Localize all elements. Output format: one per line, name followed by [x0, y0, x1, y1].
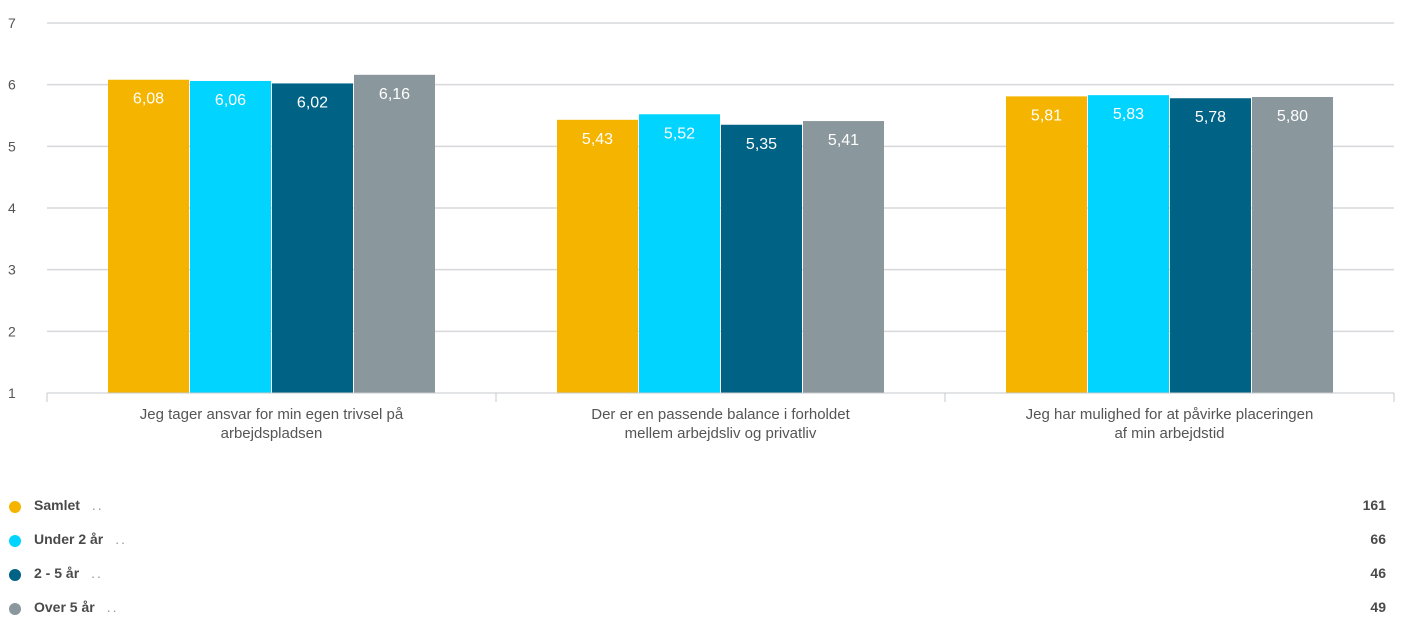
bar — [557, 119, 638, 394]
legend-label: Over 5 år.. — [34, 599, 119, 615]
legend-item-over-5-aar[interactable]: Over 5 år.. 49 — [0, 592, 1404, 626]
x-category-label: Jeg har mulighed for at påvirke placerin… — [1026, 406, 1314, 423]
bar-value-label: 5,81 — [1031, 107, 1062, 124]
bar — [108, 79, 189, 393]
legend-dot-icon — [9, 603, 21, 615]
legend-count: 66 — [1370, 531, 1386, 547]
y-tick-label: 5 — [8, 138, 16, 154]
legend-label: 2 - 5 år.. — [34, 565, 103, 581]
y-axis: 1 2 3 4 5 6 7 — [8, 15, 16, 401]
bar-value-label: 5,83 — [1113, 106, 1144, 123]
x-category-label: arbejdspladsen — [221, 425, 323, 442]
legend: Samlet.. 161 Under 2 år.. 66 2 - 5 år.. … — [0, 490, 1404, 626]
bar-value-label: 5,78 — [1195, 109, 1226, 126]
bar-value-label: 5,35 — [746, 136, 777, 153]
y-tick-label: 2 — [8, 323, 16, 339]
y-tick-label: 3 — [8, 262, 16, 278]
bar — [354, 74, 435, 394]
bar — [1006, 96, 1087, 393]
legend-label: Samlet.. — [34, 497, 104, 513]
bar — [1170, 98, 1251, 393]
legend-dot-icon — [9, 569, 21, 581]
bar-value-label: 5,41 — [828, 132, 859, 149]
bar — [721, 124, 802, 393]
y-tick-label: 7 — [8, 15, 16, 31]
bar — [272, 83, 353, 393]
bar — [803, 121, 884, 394]
legend-item-samlet[interactable]: Samlet.. 161 — [0, 490, 1404, 524]
legend-item-2-5-aar[interactable]: 2 - 5 år.. 46 — [0, 558, 1404, 592]
y-tick-label: 4 — [8, 200, 16, 216]
bar-value-label: 6,08 — [133, 91, 164, 108]
bar-value-label: 5,80 — [1277, 108, 1308, 125]
x-category-label: Der er en passende balance i forholdet — [591, 406, 850, 423]
bar-value-label: 5,52 — [664, 125, 695, 142]
x-category-label: af min arbejdstid — [1114, 425, 1224, 442]
grid-lines — [47, 22, 1394, 333]
legend-item-under-2-aar[interactable]: Under 2 år.. 66 — [0, 524, 1404, 558]
y-tick-label: 1 — [8, 385, 16, 401]
bar-value-label: 6,02 — [297, 94, 328, 111]
bar-chart: 1 2 3 4 5 6 7 6,08 6,06 6,02 6,16 5,43 5,52 5,35 5,41… — [8, 15, 1395, 442]
legend-dot-icon — [9, 501, 21, 513]
x-category-label: Jeg tager ansvar for min egen trivsel på — [140, 406, 404, 423]
bar-value-label: 6,16 — [379, 86, 410, 103]
bar-value-label: 5,43 — [582, 131, 613, 148]
legend-count: 46 — [1370, 565, 1386, 581]
y-tick-label: 6 — [8, 77, 16, 93]
legend-count: 161 — [1362, 497, 1386, 513]
bar-value-label: 6,06 — [215, 92, 246, 109]
legend-count: 49 — [1370, 599, 1386, 615]
bars: 6,08 6,06 6,02 6,16 5,43 5,52 5,35 5,41 5,81 5,83… — [108, 74, 1333, 394]
x-category-label: mellem arbejdsliv og privatliv — [625, 425, 817, 442]
x-axis: Jeg tager ansvar for min egen trivsel på… — [46, 392, 1395, 442]
legend-dot-icon — [9, 535, 21, 547]
legend-label: Under 2 år.. — [34, 531, 128, 547]
bar — [1252, 97, 1333, 393]
bar — [639, 114, 720, 394]
bar — [190, 80, 271, 393]
bar — [1088, 95, 1169, 394]
